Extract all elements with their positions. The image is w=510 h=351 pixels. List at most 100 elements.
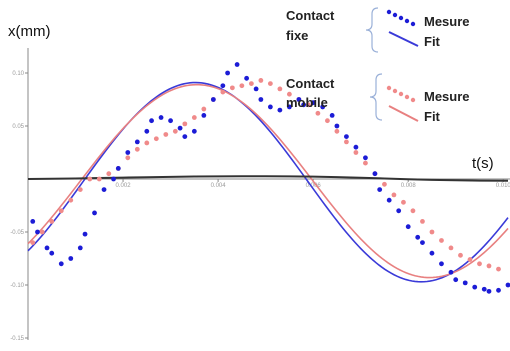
point-fixe-44: [396, 208, 402, 214]
point-mobile-0: [30, 240, 36, 246]
point-mobile-33: [344, 139, 349, 145]
point-mobile-34: [353, 150, 359, 155]
x-tick-label: 0.008: [401, 183, 417, 189]
point-fixe-33: [301, 102, 307, 108]
y-tick-label: -0.10: [10, 283, 24, 289]
point-fixe-38: [344, 134, 349, 140]
legend-mobile-fit-label: Fit: [424, 109, 441, 124]
legend-fixed-fit-label: Fit: [424, 34, 441, 49]
point-fixe-20: [191, 128, 197, 134]
point-mobile-41: [420, 219, 425, 224]
point-mobile-40: [410, 208, 416, 214]
point-mobile-6: [87, 176, 93, 182]
point-fixe-41: [372, 171, 378, 177]
legend: Contact fixe Mesure Fit Contact mobile: [286, 7, 470, 124]
point-fixe-52: [462, 280, 468, 286]
point-fixe-31: [286, 104, 292, 110]
point-fixe-0: [30, 219, 36, 224]
point-mobile-14: [163, 132, 169, 137]
point-fixe-29: [267, 104, 273, 110]
point-fixe-45: [405, 224, 411, 230]
point-mobile-4: [68, 197, 74, 203]
point-mobile-29: [306, 102, 311, 108]
point-mobile-27: [286, 91, 292, 97]
point-fixe-39: [353, 144, 359, 150]
point-mobile-45: [458, 252, 463, 258]
point-fixe-14: [144, 128, 150, 134]
legend-mobile-title-2: mobile: [286, 95, 328, 110]
point-mobile-48: [486, 263, 492, 269]
point-mobile-43: [439, 238, 444, 243]
point-fixe-40: [363, 155, 368, 161]
point-mobile-16: [182, 121, 188, 127]
point-mobile-32: [334, 128, 340, 134]
point-fixe-37: [334, 123, 340, 129]
point-mobile-49: [496, 266, 501, 272]
series-layer: [27, 62, 510, 294]
point-mobile-47: [477, 261, 482, 267]
point-mobile-12: [144, 140, 150, 146]
point-fixe-26: [244, 75, 250, 81]
point-fixe-53: [472, 284, 478, 290]
legend-fixed-fit-line: [388, 31, 419, 47]
legend-fixed-mesure-label: Mesure: [424, 14, 470, 29]
legend-fixed-brace: [365, 7, 379, 53]
point-fixe-56: [496, 287, 501, 293]
point-fixe-1: [35, 229, 40, 235]
legend-mobile-mesure-label: Mesure: [424, 89, 470, 104]
point-mobile-15: [172, 128, 178, 134]
y-tick-label: 0.10: [12, 71, 24, 77]
point-fixe-51: [453, 277, 459, 283]
point-mobile-38: [391, 192, 397, 198]
x-tick-label: 0.010: [496, 183, 510, 189]
point-mobile-13: [153, 136, 159, 142]
point-fixe-11: [115, 166, 121, 171]
point-fixe-43: [386, 197, 392, 203]
point-mobile-23: [248, 81, 254, 86]
point-mobile-20: [220, 89, 226, 95]
point-fixe-6: [77, 245, 83, 251]
point-fixe-21: [201, 113, 207, 118]
legend-mobile-fit-line: [388, 105, 419, 122]
legend-fixed-title-1: Contact: [286, 8, 335, 23]
point-fixe-15: [149, 118, 154, 124]
point-mobile-3: [58, 208, 64, 214]
point-fixe-17: [168, 118, 173, 124]
point-fixe-28: [258, 97, 264, 102]
point-fixe-57: [505, 282, 510, 288]
point-fixe-10: [111, 176, 116, 182]
point-mobile-10: [125, 155, 131, 161]
point-fixe-19: [182, 134, 188, 140]
point-fixe-47: [420, 240, 425, 246]
point-fixe-48: [429, 250, 435, 256]
point-mobile-39: [401, 199, 406, 205]
point-fixe-25: [234, 62, 240, 67]
point-fixe-32: [296, 97, 302, 102]
point-fixe-23: [220, 83, 226, 89]
point-fixe-30: [277, 107, 283, 113]
legend-group-mobile: Contact mobile Mesure Fit: [286, 73, 470, 124]
point-mobile-21: [229, 85, 235, 91]
point-fixe-35: [320, 104, 326, 110]
point-mobile-24: [258, 78, 264, 83]
point-mobile-2: [49, 219, 55, 224]
x-tick-label: 0.006: [306, 183, 322, 189]
point-mobile-22: [239, 83, 245, 89]
x-tick-label: 0.004: [211, 183, 227, 189]
point-fixe-5: [68, 256, 74, 261]
point-mobile-37: [382, 181, 387, 187]
point-mobile-11: [134, 146, 140, 152]
point-fixe-22: [210, 97, 216, 102]
point-mobile-35: [363, 160, 368, 166]
point-mobile-25: [267, 81, 273, 86]
legend-fixed-title-2: fixe: [286, 28, 308, 43]
point-mobile-8: [106, 171, 112, 177]
point-fixe-3: [49, 250, 55, 256]
point-fixe-46: [415, 234, 421, 240]
point-fixe-27: [253, 86, 259, 92]
point-mobile-5: [77, 187, 83, 193]
point-fixe-18: [177, 125, 183, 131]
legend-mobile-mesure-marker: [386, 85, 416, 103]
legend-mobile-title-1: Contact: [286, 76, 335, 91]
